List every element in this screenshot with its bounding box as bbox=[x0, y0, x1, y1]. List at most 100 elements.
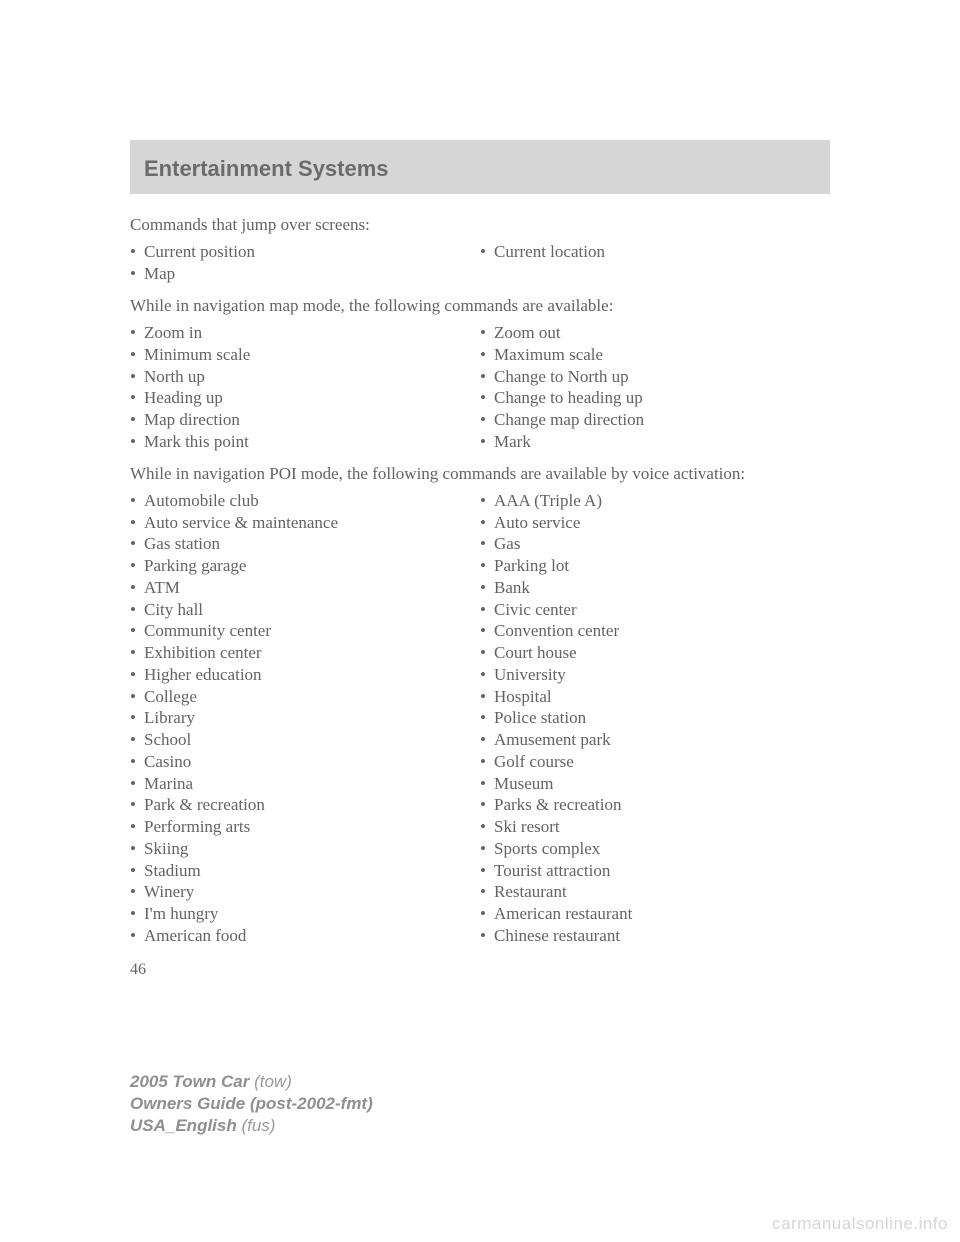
bullet-icon: • bbox=[130, 533, 144, 555]
bullet-icon: • bbox=[480, 241, 494, 263]
list-item-text: Mark bbox=[494, 431, 531, 453]
list-item-text: Change to heading up bbox=[494, 387, 643, 409]
list-item-text: American food bbox=[144, 925, 246, 947]
bullet-icon: • bbox=[480, 773, 494, 795]
bullet-icon: • bbox=[130, 903, 144, 925]
list-item: •Court house bbox=[480, 642, 830, 664]
list-item-text: North up bbox=[144, 366, 205, 388]
list-item-text: Sports complex bbox=[494, 838, 600, 860]
list-item-text: Mark this point bbox=[144, 431, 249, 453]
list-item-text: Marina bbox=[144, 773, 193, 795]
bullet-icon: • bbox=[130, 241, 144, 263]
list-item-text: Skiing bbox=[144, 838, 188, 860]
bullet-icon: • bbox=[130, 263, 144, 285]
list-item-text: Current position bbox=[144, 241, 255, 263]
section2-list: •Zoom in•Minimum scale•North up•Heading … bbox=[130, 322, 830, 453]
bullet-icon: • bbox=[130, 751, 144, 773]
list-item: •Zoom out bbox=[480, 322, 830, 344]
list-item: •Marina bbox=[130, 773, 480, 795]
bullet-icon: • bbox=[130, 729, 144, 751]
list-item-text: Map bbox=[144, 263, 175, 285]
list-item: •AAA (Triple A) bbox=[480, 490, 830, 512]
list-item-text: Exhibition center bbox=[144, 642, 262, 664]
list-item-text: Museum bbox=[494, 773, 554, 795]
bullet-icon: • bbox=[130, 925, 144, 947]
bullet-icon: • bbox=[130, 860, 144, 882]
list-item-text: I'm hungry bbox=[144, 903, 218, 925]
bullet-icon: • bbox=[130, 409, 144, 431]
list-item-text: Parking garage bbox=[144, 555, 246, 577]
list-item-text: Zoom in bbox=[144, 322, 202, 344]
list-item-text: Performing arts bbox=[144, 816, 250, 838]
list-item-text: Ski resort bbox=[494, 816, 560, 838]
list-item: •Golf course bbox=[480, 751, 830, 773]
list-item: •School bbox=[130, 729, 480, 751]
list-item: •Civic center bbox=[480, 599, 830, 621]
list-item-text: Automobile club bbox=[144, 490, 259, 512]
list-item-text: Stadium bbox=[144, 860, 201, 882]
list-item-text: Hospital bbox=[494, 686, 552, 708]
footer-lang: USA_English bbox=[130, 1116, 237, 1135]
list-item-text: Heading up bbox=[144, 387, 223, 409]
bullet-icon: • bbox=[480, 816, 494, 838]
list-item: •Automobile club bbox=[130, 490, 480, 512]
list-item-text: Current location bbox=[494, 241, 605, 263]
bullet-icon: • bbox=[480, 409, 494, 431]
list-item: •Auto service bbox=[480, 512, 830, 534]
list-item: •Stadium bbox=[130, 860, 480, 882]
list-item-text: Golf course bbox=[494, 751, 574, 773]
list-item-text: Minimum scale bbox=[144, 344, 250, 366]
list-item: •ATM bbox=[130, 577, 480, 599]
list-item: •Bank bbox=[480, 577, 830, 599]
list-item: •Convention center bbox=[480, 620, 830, 642]
list-item-text: Maximum scale bbox=[494, 344, 603, 366]
footer-line3-rest: (fus) bbox=[237, 1116, 276, 1135]
bullet-icon: • bbox=[130, 431, 144, 453]
section3-list: •Automobile club•Auto service & maintena… bbox=[130, 490, 830, 947]
page-number: 46 bbox=[130, 961, 830, 979]
section1-list: •Current position•Map •Current location bbox=[130, 241, 830, 285]
list-item-text: Parks & recreation bbox=[494, 794, 621, 816]
section-header-bar: Entertainment Systems bbox=[130, 140, 830, 194]
list-item: •Heading up bbox=[130, 387, 480, 409]
bullet-icon: • bbox=[480, 322, 494, 344]
list-item: •City hall bbox=[130, 599, 480, 621]
bullet-icon: • bbox=[130, 707, 144, 729]
list-item-text: Court house bbox=[494, 642, 577, 664]
list-item-text: American restaurant bbox=[494, 903, 632, 925]
list-item: •Change map direction bbox=[480, 409, 830, 431]
bullet-icon: • bbox=[130, 599, 144, 621]
list-item: •Amusement park bbox=[480, 729, 830, 751]
list-item: •Parking lot bbox=[480, 555, 830, 577]
list-item-text: Convention center bbox=[494, 620, 619, 642]
list-item: •Zoom in bbox=[130, 322, 480, 344]
list-item: •Gas station bbox=[130, 533, 480, 555]
bullet-icon: • bbox=[130, 512, 144, 534]
bullet-icon: • bbox=[480, 664, 494, 686]
section1-left-col: •Current position•Map bbox=[130, 241, 480, 285]
list-item: •Museum bbox=[480, 773, 830, 795]
list-item-text: Civic center bbox=[494, 599, 577, 621]
list-item-text: College bbox=[144, 686, 197, 708]
bullet-icon: • bbox=[130, 387, 144, 409]
list-item: •Change to heading up bbox=[480, 387, 830, 409]
bullet-icon: • bbox=[480, 729, 494, 751]
bullet-icon: • bbox=[480, 555, 494, 577]
list-item: •Higher education bbox=[130, 664, 480, 686]
list-item-text: Amusement park bbox=[494, 729, 611, 751]
footer-line3: USA_English (fus) bbox=[130, 1115, 373, 1137]
list-item: •Police station bbox=[480, 707, 830, 729]
list-item: •Change to North up bbox=[480, 366, 830, 388]
list-item: •Casino bbox=[130, 751, 480, 773]
bullet-icon: • bbox=[130, 490, 144, 512]
list-item-text: Restaurant bbox=[494, 881, 567, 903]
list-item: •Gas bbox=[480, 533, 830, 555]
bullet-icon: • bbox=[480, 620, 494, 642]
list-item: •Tourist attraction bbox=[480, 860, 830, 882]
list-item-text: Change map direction bbox=[494, 409, 644, 431]
section2-intro: While in navigation map mode, the follow… bbox=[130, 295, 830, 316]
list-item-text: Library bbox=[144, 707, 195, 729]
list-item-text: ATM bbox=[144, 577, 180, 599]
list-item: •Map direction bbox=[130, 409, 480, 431]
list-item: •Parking garage bbox=[130, 555, 480, 577]
